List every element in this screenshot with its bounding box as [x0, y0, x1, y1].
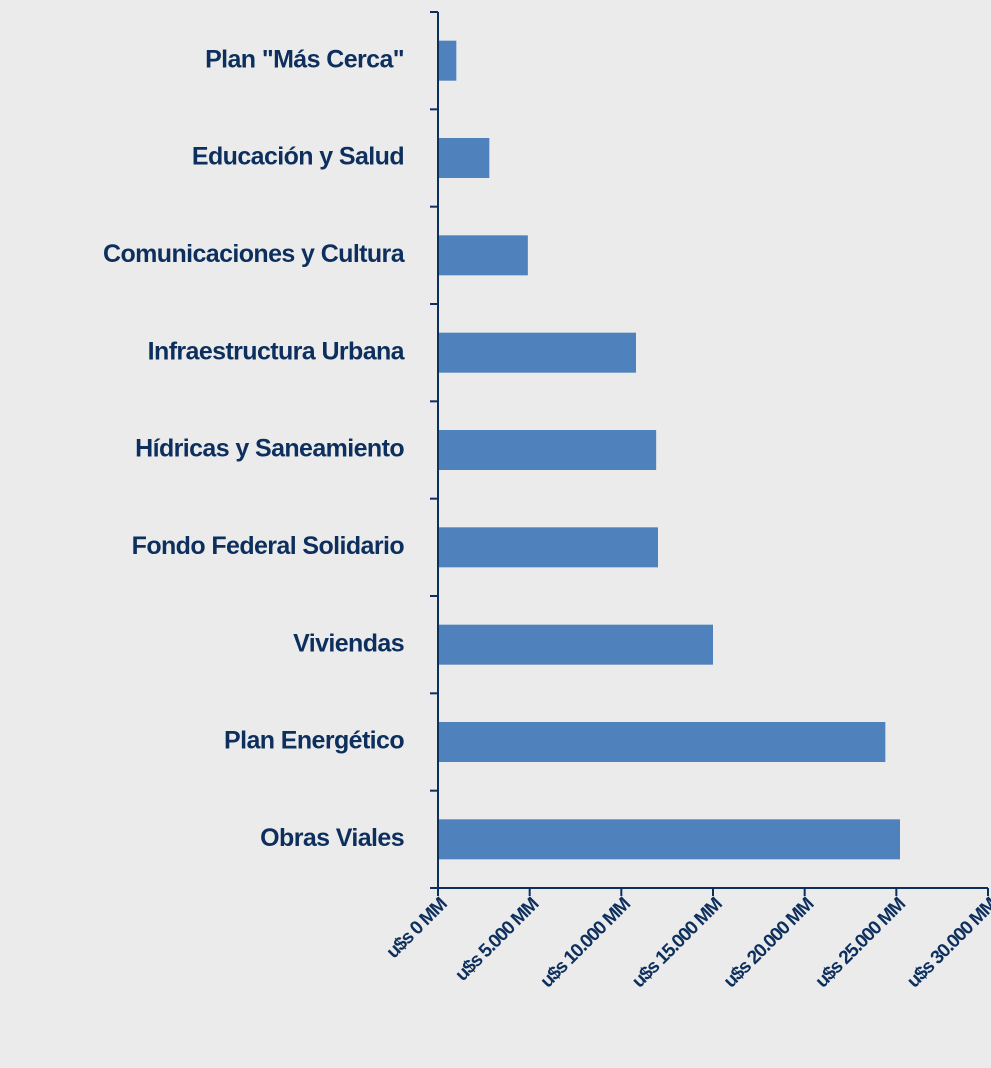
bar — [438, 138, 490, 178]
bar — [438, 624, 713, 665]
bar — [438, 332, 636, 373]
y-tick-label: Plan Energético — [224, 727, 404, 755]
bar — [438, 430, 657, 470]
y-tick-label: Viviendas — [293, 629, 404, 657]
y-tick-label: Comunicaciones y Cultura — [103, 240, 406, 268]
y-tick-label: Obras Viales — [260, 824, 404, 852]
bar — [438, 40, 457, 81]
bar — [438, 819, 900, 860]
bar — [438, 722, 886, 762]
y-tick-label: Fondo Federal Solidario — [132, 532, 405, 560]
y-tick-label: Plan "Más Cerca" — [205, 45, 404, 73]
y-tick-label: Educación y Salud — [192, 143, 404, 171]
y-tick-label: Infraestructura Urbana — [148, 337, 406, 365]
y-tick-label: Hídricas y Saneamiento — [135, 435, 404, 463]
bar — [438, 235, 528, 276]
bar — [438, 527, 658, 568]
